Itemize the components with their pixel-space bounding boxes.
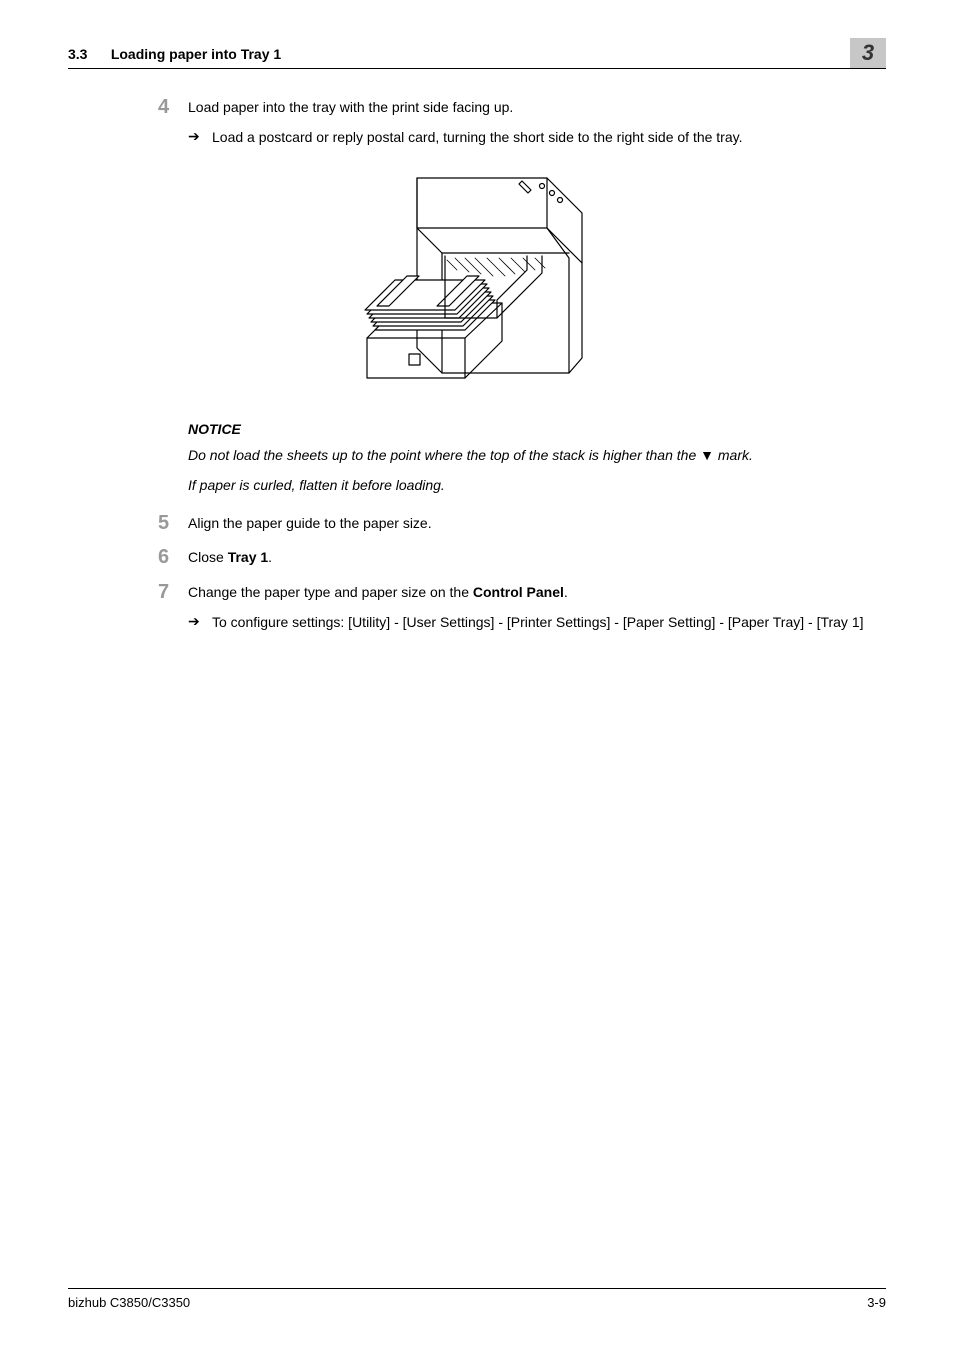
- notice-line-1: Do not load the sheets up to the point w…: [188, 445, 886, 465]
- header-rule: [68, 68, 886, 69]
- step-text-post: .: [268, 549, 272, 565]
- step-number: 6: [158, 547, 188, 567]
- step-text-pre: Close: [188, 549, 228, 565]
- sub-text: Load a postcard or reply postal card, tu…: [212, 127, 886, 147]
- step-text-pre: Change the paper type and paper size on …: [188, 584, 473, 600]
- step-4: 4 Load paper into the tray with the prin…: [158, 97, 886, 148]
- step-text: Change the paper type and paper size on …: [188, 582, 886, 602]
- footer-page-number: 3-9: [867, 1295, 886, 1310]
- notice-title: NOTICE: [188, 421, 886, 437]
- sub-text: To configure settings: [Utility] - [User…: [212, 612, 886, 632]
- section-number: 3.3: [68, 46, 87, 62]
- step-body: Close Tray 1.: [188, 547, 886, 567]
- step-number: 5: [158, 513, 188, 533]
- footer-row: bizhub C3850/C3350 3-9: [68, 1295, 886, 1310]
- step-text-post: .: [564, 584, 568, 600]
- arrow-icon: ➔: [188, 127, 212, 147]
- step-number: 7: [158, 582, 188, 633]
- chapter-badge: 3: [850, 38, 886, 68]
- step-body: Load paper into the tray with the print …: [188, 97, 886, 148]
- step-6: 6 Close Tray 1.: [158, 547, 886, 567]
- footer-model: bizhub C3850/C3350: [68, 1295, 190, 1310]
- section-title: Loading paper into Tray 1: [111, 46, 281, 62]
- notice-line-2: If paper is curled, flatten it before lo…: [188, 475, 886, 495]
- chapter-number: 3: [862, 40, 874, 66]
- arrow-icon: ➔: [188, 612, 212, 632]
- page-header: 3.3 Loading paper into Tray 1 3: [68, 38, 886, 68]
- triangle-down-icon: ▼: [700, 447, 714, 463]
- notice-line1-post: mark.: [714, 447, 753, 463]
- page-footer: bizhub C3850/C3350 3-9: [68, 1288, 886, 1310]
- step-body: Align the paper guide to the paper size.: [188, 513, 886, 533]
- step-7: 7 Change the paper type and paper size o…: [158, 582, 886, 633]
- step-body: Change the paper type and paper size on …: [188, 582, 886, 633]
- section-heading: 3.3 Loading paper into Tray 1: [68, 46, 281, 68]
- step-number: 4: [158, 97, 188, 148]
- step-text-bold: Control Panel: [473, 584, 564, 600]
- tray-illustration: [347, 168, 607, 393]
- notice-block: NOTICE Do not load the sheets up to the …: [188, 421, 886, 496]
- step-sub-bullet: ➔ Load a postcard or reply postal card, …: [188, 127, 886, 147]
- step-text: Load paper into the tray with the print …: [188, 97, 886, 117]
- notice-line1-pre: Do not load the sheets up to the point w…: [188, 447, 700, 463]
- footer-rule: [68, 1288, 886, 1289]
- step-text: Align the paper guide to the paper size.: [188, 513, 886, 533]
- step-text-bold: Tray 1: [228, 549, 268, 565]
- step-sub-bullet: ➔ To configure settings: [Utility] - [Us…: [188, 612, 886, 632]
- step-5: 5 Align the paper guide to the paper siz…: [158, 513, 886, 533]
